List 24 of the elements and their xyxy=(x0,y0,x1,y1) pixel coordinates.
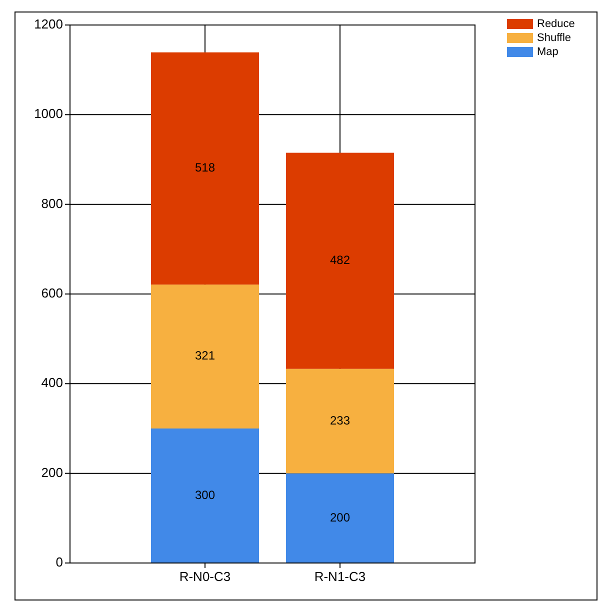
x-tick-label: R-N1-C3 xyxy=(314,569,366,584)
data-label: 482 xyxy=(330,252,350,267)
bar xyxy=(286,473,394,563)
bar xyxy=(151,428,259,563)
y-tick-label: 200 xyxy=(41,464,63,480)
y-tick-label: 1200 xyxy=(34,16,63,32)
data-label: 300 xyxy=(194,488,216,502)
bar xyxy=(151,284,259,428)
bar xyxy=(151,52,259,285)
legend-label: Map xyxy=(537,46,558,58)
x-tick-label: R-N0-C3 xyxy=(179,569,231,584)
data-label: 200 xyxy=(330,510,350,524)
y-tick-label: 600 xyxy=(41,285,63,300)
legend-label: Reduce xyxy=(537,18,575,30)
y-tick-label: 400 xyxy=(41,375,63,390)
data-label: 233 xyxy=(330,413,350,428)
data-label: 321 xyxy=(194,348,216,363)
y-tick-label: 0 xyxy=(56,554,63,570)
bar xyxy=(286,152,394,369)
y-tick-label: 1000 xyxy=(34,106,63,122)
bar xyxy=(286,368,394,474)
y-tick-label: 800 xyxy=(41,196,63,211)
data-label: 518 xyxy=(194,160,216,175)
legend-label: Shuffle xyxy=(537,32,572,44)
